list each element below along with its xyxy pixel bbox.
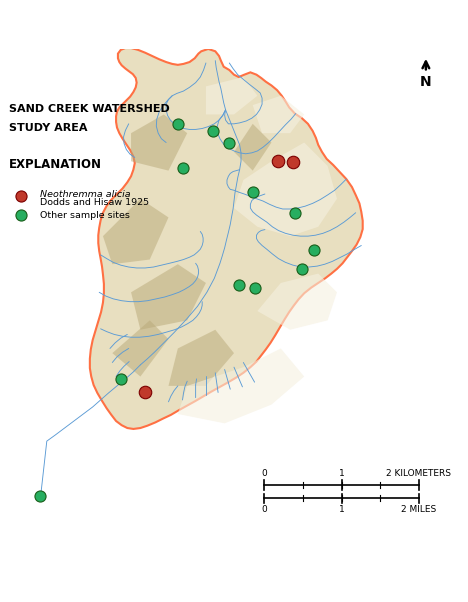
Polygon shape	[131, 264, 206, 330]
Text: 1: 1	[339, 469, 344, 478]
Text: 0: 0	[262, 504, 267, 514]
Text: Other sample sites: Other sample sites	[40, 211, 130, 220]
Polygon shape	[131, 114, 187, 170]
Text: Neothremma alicia: Neothremma alicia	[40, 190, 131, 199]
Polygon shape	[112, 320, 168, 376]
Text: Dodds and Hisaw 1925: Dodds and Hisaw 1925	[40, 198, 149, 207]
Polygon shape	[234, 143, 337, 236]
Text: 2 KILOMETERS: 2 KILOMETERS	[387, 469, 451, 478]
Text: 2 MILES: 2 MILES	[401, 504, 437, 514]
Text: STUDY AREA: STUDY AREA	[9, 123, 88, 133]
Polygon shape	[103, 199, 168, 264]
Text: N: N	[420, 75, 431, 89]
Polygon shape	[178, 349, 304, 423]
Polygon shape	[90, 48, 363, 429]
Text: EXPLANATION: EXPLANATION	[9, 158, 102, 170]
Polygon shape	[168, 330, 234, 386]
Polygon shape	[206, 77, 257, 114]
Polygon shape	[253, 96, 304, 133]
Polygon shape	[257, 273, 337, 330]
Text: 1: 1	[339, 504, 344, 514]
Text: SAND CREEK WATERSHED: SAND CREEK WATERSHED	[9, 105, 170, 114]
Polygon shape	[234, 124, 271, 170]
Text: 0: 0	[262, 469, 267, 478]
